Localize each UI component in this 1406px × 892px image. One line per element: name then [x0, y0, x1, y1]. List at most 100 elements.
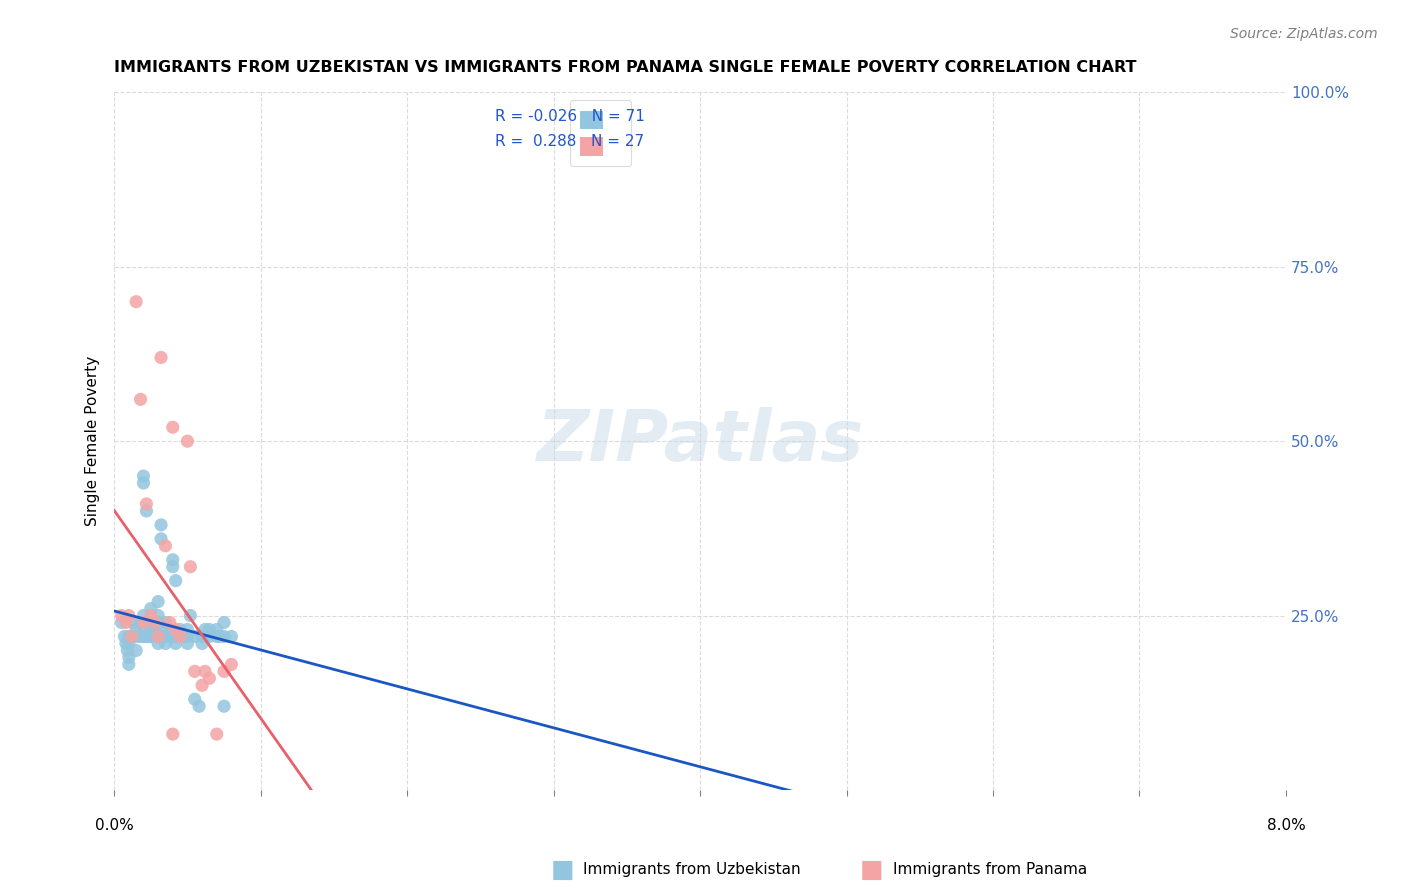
Text: ZIPatlas: ZIPatlas — [536, 407, 863, 475]
Point — [212, 699, 235, 714]
Point — [132, 623, 155, 637]
Text: ■: ■ — [551, 858, 574, 881]
Point — [115, 615, 138, 630]
Point — [165, 574, 187, 588]
Point — [118, 608, 141, 623]
Point — [165, 623, 187, 637]
Point — [125, 643, 148, 657]
Point — [169, 630, 191, 644]
Point — [198, 671, 221, 685]
Point — [139, 623, 162, 637]
Text: 0.0%: 0.0% — [94, 818, 134, 833]
Point — [173, 630, 195, 644]
Point — [146, 615, 169, 630]
Text: ■: ■ — [860, 858, 883, 881]
Point — [118, 650, 141, 665]
Point — [150, 351, 173, 365]
Text: R = -0.026   N = 71: R = -0.026 N = 71 — [495, 110, 645, 124]
Point — [139, 608, 162, 623]
Point — [155, 636, 177, 650]
Legend:  ,  : , — [569, 100, 631, 167]
Point — [221, 657, 243, 672]
Point — [132, 608, 155, 623]
Point — [117, 643, 139, 657]
Point — [139, 630, 162, 644]
Point — [121, 630, 143, 644]
Point — [169, 630, 191, 644]
Point — [176, 434, 198, 449]
Point — [118, 636, 141, 650]
Point — [135, 504, 157, 518]
Text: Source: ZipAtlas.com: Source: ZipAtlas.com — [1230, 27, 1378, 41]
Point — [221, 630, 243, 644]
Point — [176, 623, 198, 637]
Point — [162, 727, 184, 741]
Point — [118, 630, 141, 644]
Text: Immigrants from Uzbekistan: Immigrants from Uzbekistan — [583, 863, 801, 877]
Point — [155, 615, 177, 630]
Point — [146, 636, 169, 650]
Point — [191, 630, 214, 644]
Point — [146, 630, 169, 644]
Point — [135, 630, 157, 644]
Point — [132, 476, 155, 491]
Point — [179, 559, 201, 574]
Point — [115, 636, 138, 650]
Text: R =  0.288   N = 27: R = 0.288 N = 27 — [495, 134, 644, 149]
Point — [212, 630, 235, 644]
Point — [205, 630, 228, 644]
Point — [146, 594, 169, 608]
Point — [159, 630, 181, 644]
Point — [162, 553, 184, 567]
Point — [129, 392, 152, 407]
Point — [122, 615, 145, 630]
Point — [176, 636, 198, 650]
Point — [146, 630, 169, 644]
Point — [152, 630, 174, 644]
Point — [132, 615, 155, 630]
Point — [184, 630, 207, 644]
Text: IMMIGRANTS FROM UZBEKISTAN VS IMMIGRANTS FROM PANAMA SINGLE FEMALE POVERTY CORRE: IMMIGRANTS FROM UZBEKISTAN VS IMMIGRANTS… — [114, 60, 1136, 75]
Point — [176, 630, 198, 644]
Point — [139, 615, 162, 630]
Point — [114, 630, 136, 644]
Point — [139, 630, 162, 644]
Point — [194, 623, 217, 637]
Y-axis label: Single Female Poverty: Single Female Poverty — [86, 356, 100, 526]
Point — [205, 623, 228, 637]
Point — [125, 623, 148, 637]
Point — [205, 727, 228, 741]
Point — [208, 630, 231, 644]
Point — [194, 630, 217, 644]
Point — [125, 630, 148, 644]
Point — [155, 539, 177, 553]
Point — [125, 294, 148, 309]
Point — [118, 657, 141, 672]
Point — [159, 615, 181, 630]
Point — [110, 615, 132, 630]
Point — [155, 630, 177, 644]
Point — [165, 636, 187, 650]
Point — [135, 497, 157, 511]
Point — [184, 692, 207, 706]
Point — [179, 608, 201, 623]
Point — [184, 665, 207, 679]
Point — [121, 630, 143, 644]
Point — [152, 623, 174, 637]
Point — [165, 630, 187, 644]
Point — [188, 699, 211, 714]
Point — [136, 630, 159, 644]
Point — [212, 665, 235, 679]
Point — [132, 469, 155, 483]
Point — [162, 420, 184, 434]
Point — [162, 630, 184, 644]
Point — [162, 559, 184, 574]
Point — [129, 630, 152, 644]
Point — [198, 623, 221, 637]
Point — [198, 630, 221, 644]
Point — [150, 517, 173, 532]
Point — [139, 601, 162, 615]
Text: Immigrants from Panama: Immigrants from Panama — [893, 863, 1087, 877]
Point — [194, 665, 217, 679]
Point — [169, 623, 191, 637]
